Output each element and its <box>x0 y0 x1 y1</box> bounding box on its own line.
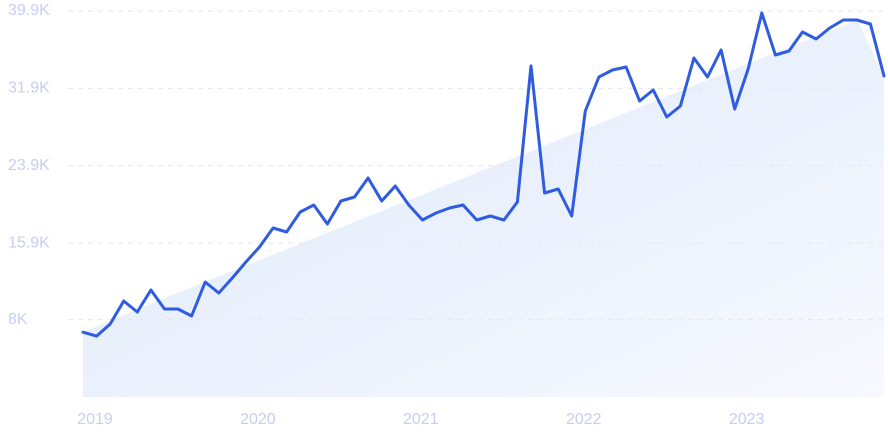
y-tick-label: 15.9K <box>8 234 50 251</box>
y-tick-label: 8K <box>8 311 28 328</box>
y-tick-label: 39.9K <box>8 2 50 19</box>
trend-area <box>83 20 884 397</box>
x-tick-label: 2019 <box>77 411 113 428</box>
x-tick-label: 2020 <box>240 411 276 428</box>
y-tick-label: 31.9K <box>8 80 50 97</box>
y-tick-label: 23.9K <box>8 157 50 174</box>
x-tick-label: 2023 <box>729 411 765 428</box>
x-tick-label: 2021 <box>403 411 439 428</box>
x-tick-label: 2022 <box>566 411 602 428</box>
data-line <box>81 11 886 338</box>
